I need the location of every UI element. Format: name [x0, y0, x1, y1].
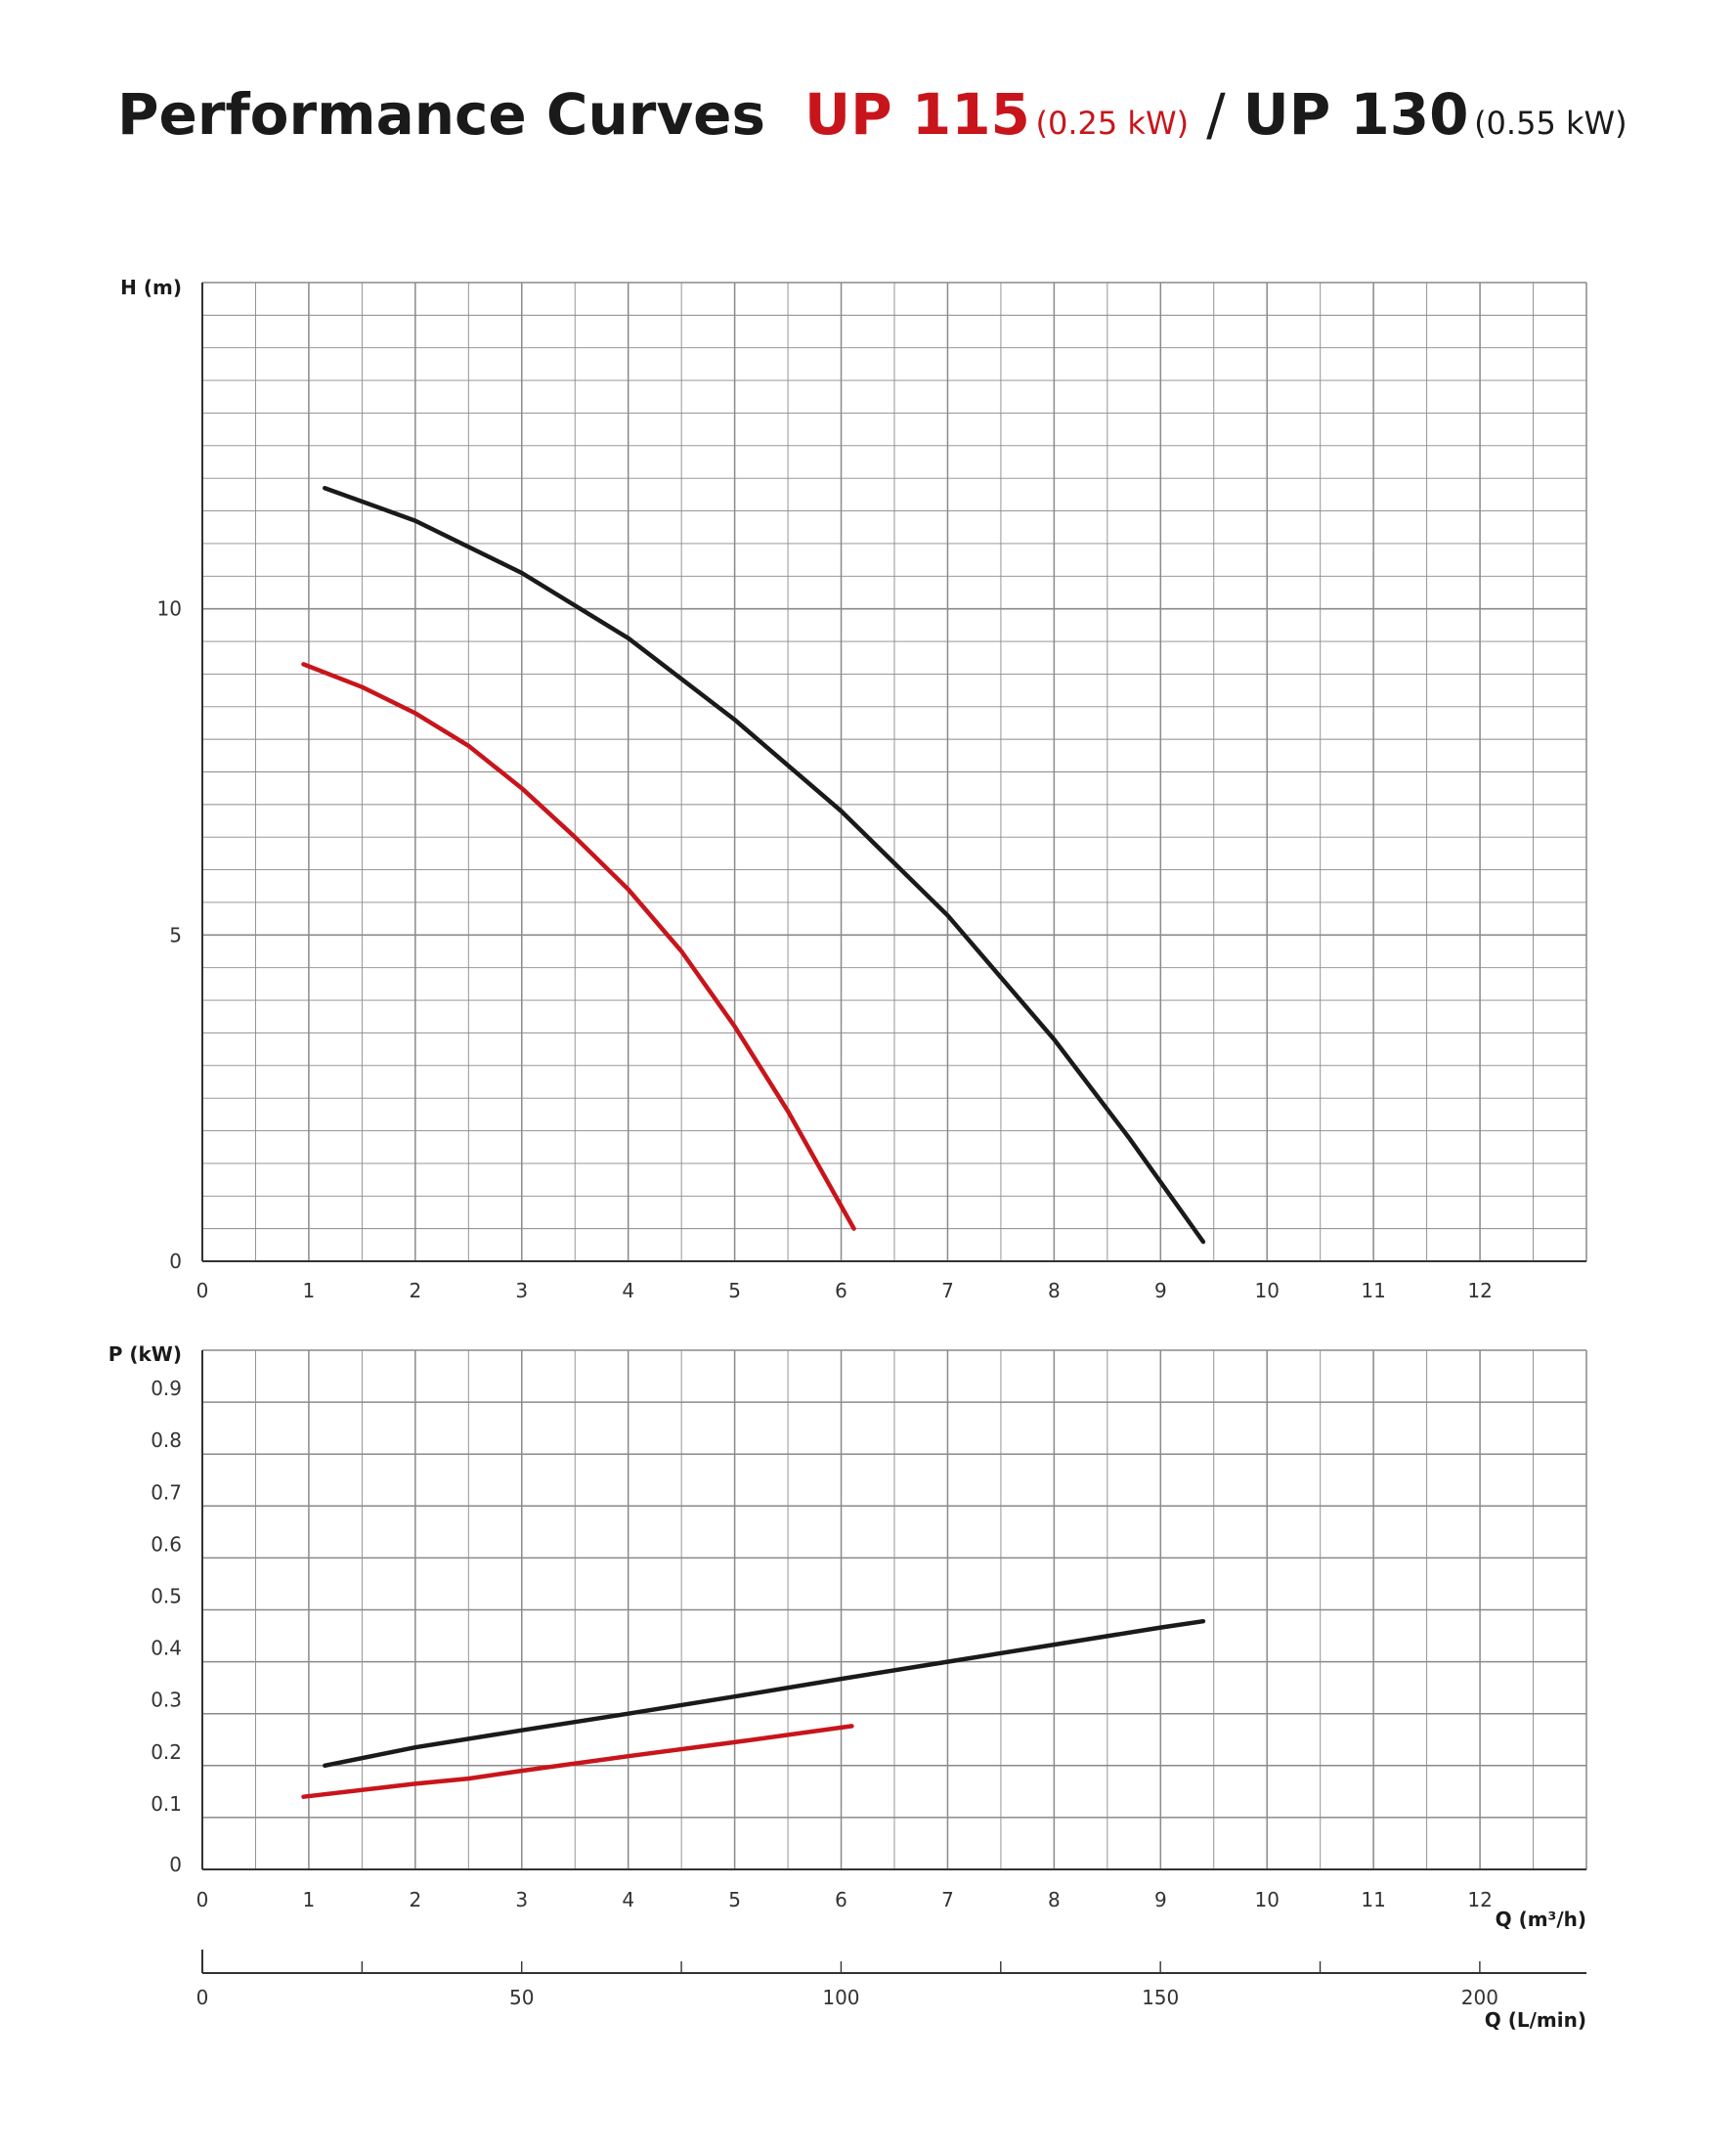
x-tick-label-power: 8 [1048, 1888, 1061, 1911]
power-curve-up130 [323, 1618, 1206, 1769]
y-tick-label-head: 0 [169, 1250, 182, 1273]
y-tick-label-power: 0.2 [151, 1740, 182, 1764]
x-tick-label-head: 8 [1048, 1279, 1061, 1302]
chart-title: Performance Curves UP 115 (0.25 kW) / UP 13… [117, 86, 1628, 143]
x-axis-label-lpm: Q (L/min) [1485, 2008, 1586, 2032]
y-tick-label-head: 10 [157, 597, 182, 621]
title-power-up130: (0.55 kW) [1474, 105, 1628, 142]
title-main: Performance Curves [117, 81, 766, 148]
x-tick-label-lpm: 150 [1142, 1986, 1179, 2009]
x-tick-label-power: 2 [409, 1888, 421, 1911]
power-curve-up115 [301, 1724, 854, 1799]
x-tick-label-head: 3 [515, 1279, 528, 1302]
x-tick-label-head: 4 [622, 1279, 634, 1302]
x-tick-label-head: 0 [196, 1279, 209, 1302]
x-axis-label-m3h: Q (m³/h) [1496, 1908, 1586, 1931]
head-curve-up130 [323, 485, 1206, 1245]
y-tick-label-power: 0.1 [151, 1792, 182, 1816]
head-curve-up115 [301, 662, 856, 1231]
x-tick-label-head: 5 [728, 1279, 741, 1302]
power-chart [201, 1349, 1587, 1870]
x-tick-label-head: 1 [303, 1279, 316, 1302]
x-tick-label-power: 9 [1154, 1888, 1167, 1911]
x-tick-label-head: 7 [941, 1279, 954, 1302]
y-tick-label-head: 5 [169, 923, 182, 946]
x-tick-label-power: 3 [515, 1888, 528, 1911]
title-model-up130: UP 130 [1242, 81, 1469, 148]
x-tick-label-head: 12 [1467, 1279, 1492, 1302]
y-tick-label-power: 0.8 [151, 1428, 182, 1452]
x-tick-label-power: 5 [728, 1888, 741, 1911]
x-tick-label-head: 6 [835, 1279, 847, 1302]
x-tick-label-lpm: 50 [509, 1986, 534, 2009]
y-tick-label-power: 0.4 [151, 1637, 182, 1660]
x-tick-label-power: 0 [196, 1888, 209, 1911]
x-tick-label-head: 2 [409, 1279, 421, 1302]
y-tick-label-power: 0.9 [151, 1377, 182, 1400]
x-tick-label-lpm: 200 [1461, 1986, 1498, 2009]
title-separator: / [1206, 81, 1226, 148]
x-tick-label-lpm: 100 [822, 1986, 859, 2009]
title-model-up115: UP 115 [804, 81, 1030, 148]
x-tick-label-lpm: 0 [196, 1986, 209, 2009]
head-chart [201, 282, 1587, 1262]
y-tick-label-power: 0.5 [151, 1585, 182, 1608]
y-tick-label-power: 0.3 [151, 1689, 182, 1712]
y-tick-label-power: 0.7 [151, 1480, 182, 1504]
x-tick-label-power: 4 [622, 1888, 634, 1911]
x-tick-label-power: 11 [1361, 1888, 1385, 1911]
y-axis-label-power: P (kW) [108, 1342, 182, 1366]
x-tick-label-head: 10 [1255, 1279, 1280, 1302]
y-tick-label-power: 0 [169, 1853, 182, 1876]
x-tick-label-power: 12 [1467, 1888, 1492, 1911]
y-tick-label-power: 0.6 [151, 1532, 182, 1556]
x-tick-label-power: 7 [941, 1888, 954, 1911]
x-tick-label-power: 6 [835, 1888, 847, 1911]
x-tick-label-power: 1 [303, 1888, 316, 1911]
x-tick-label-head: 9 [1154, 1279, 1167, 1302]
y-axis-label-head: H (m) [120, 276, 182, 299]
x-tick-label-power: 10 [1255, 1888, 1280, 1911]
title-power-up115: (0.25 kW) [1035, 105, 1190, 142]
lpm-axis [201, 1950, 1586, 1974]
x-tick-label-head: 11 [1361, 1279, 1385, 1302]
